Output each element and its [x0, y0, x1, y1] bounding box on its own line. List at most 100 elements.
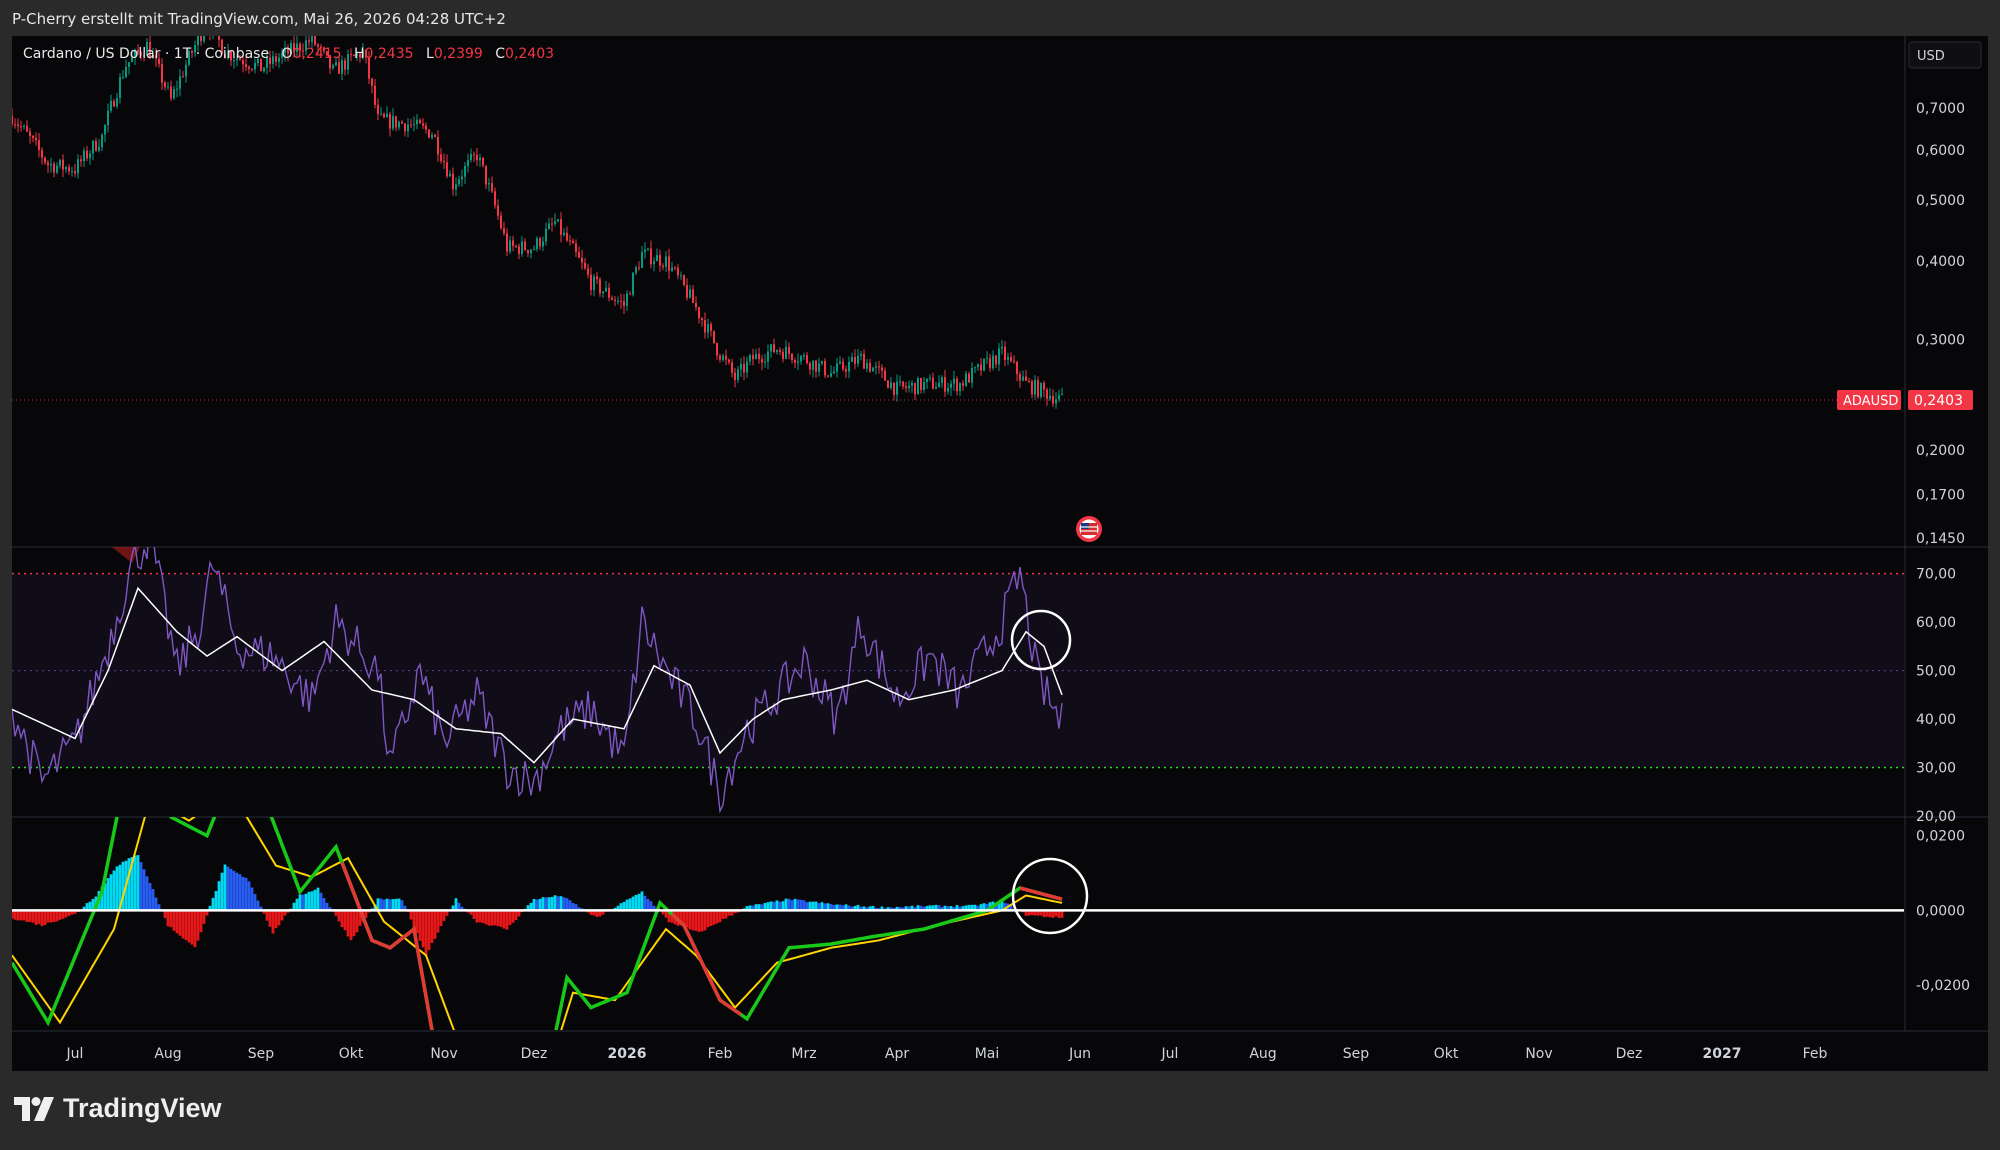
histogram-bar: [31, 910, 35, 923]
candle-body: [836, 363, 838, 372]
candle-body: [179, 76, 181, 89]
candle-body: [458, 179, 460, 185]
histogram-bar: [307, 891, 311, 911]
flag-canton: [1081, 523, 1089, 529]
candle-body: [83, 150, 85, 162]
candle: [719, 353, 721, 363]
candle: [305, 36, 307, 56]
histogram-bar: [208, 905, 212, 911]
candle: [371, 77, 373, 94]
macd-line-bearish: [1019, 886, 1063, 901]
candle: [596, 271, 598, 285]
candle-body: [746, 361, 748, 373]
chart-canvas[interactable]: USD 0,7000 0,6000 0,5000 0,4000 0,3000 0,2000 0…: [12, 36, 1988, 1071]
histogram-bar: [253, 894, 257, 911]
candle-body: [98, 147, 100, 151]
histogram-bar: [364, 910, 368, 919]
symbol-legend[interactable]: Cardano / US Dollar · 1T · Coinbase O0,2…: [23, 46, 554, 62]
time-tick-label: Okt: [339, 1046, 364, 1062]
candle: [1019, 371, 1021, 388]
candle-body: [689, 289, 691, 298]
candle: [101, 133, 103, 151]
candle: [896, 374, 898, 402]
candle-body: [656, 254, 658, 262]
candle: [893, 382, 895, 401]
candle: [89, 150, 91, 165]
candle: [692, 285, 694, 304]
candle: [14, 118, 16, 129]
candle: [677, 264, 679, 280]
histogram-bar: [829, 904, 833, 911]
histogram-bar: [517, 910, 521, 917]
histogram-bar: [106, 878, 110, 911]
candle: [515, 244, 517, 249]
candle-body: [806, 354, 808, 364]
candle: [518, 243, 520, 260]
candle: [248, 65, 250, 74]
candle-body: [194, 45, 196, 53]
candle: [641, 245, 643, 269]
histogram-bar: [175, 910, 179, 934]
candle: [524, 238, 526, 252]
candle: [650, 240, 652, 269]
candle: [734, 368, 736, 388]
candle: [704, 312, 706, 339]
candle-body: [704, 320, 706, 333]
candle: [404, 122, 406, 137]
candle: [683, 274, 685, 287]
candle: [317, 42, 319, 55]
price-tick-label: 0,6000: [1916, 143, 1965, 159]
candle: [68, 164, 70, 175]
candle-body: [476, 154, 478, 161]
candle-body: [653, 261, 655, 265]
candle: [185, 60, 187, 83]
candle: [278, 53, 280, 68]
histogram-bar: [244, 877, 248, 911]
chart-frame[interactable]: USD 0,7000 0,6000 0,5000 0,4000 0,3000 0,2000 0…: [12, 36, 1988, 1071]
histogram-bar: [157, 904, 161, 911]
candle: [176, 80, 178, 98]
candle: [770, 343, 772, 358]
candle-body: [566, 232, 568, 241]
candle-body: [551, 223, 553, 225]
histogram-bar: [1030, 910, 1034, 916]
candle: [41, 147, 43, 165]
candle-body: [968, 373, 970, 383]
histogram-bar: [133, 855, 137, 911]
candle: [635, 265, 637, 276]
candle: [440, 148, 442, 164]
time-tick-label: Apr: [885, 1046, 909, 1062]
candle: [1016, 360, 1018, 382]
candle: [854, 349, 856, 370]
histogram-bar: [868, 906, 872, 911]
candle: [479, 153, 481, 167]
candle: [50, 157, 52, 173]
histogram-bar: [661, 910, 665, 915]
candle-body: [1031, 381, 1033, 395]
histogram-bar: [841, 905, 845, 911]
candle-body: [164, 82, 166, 88]
candle-body: [851, 356, 853, 362]
candle-body: [755, 353, 757, 360]
candle-body: [158, 58, 160, 65]
histogram-bar: [499, 910, 503, 927]
candle-body: [935, 387, 937, 389]
histogram-bar: [1036, 910, 1040, 916]
candle-body: [1046, 389, 1048, 399]
candle: [302, 43, 304, 58]
candle: [872, 366, 874, 372]
histogram-bar: [325, 902, 329, 911]
histogram-bar: [859, 906, 863, 911]
histogram-bar: [64, 910, 68, 918]
candle: [686, 278, 688, 301]
candle-body: [569, 240, 571, 242]
candle-body: [839, 361, 841, 364]
histogram-bar: [925, 905, 929, 911]
time-tick-label: Mrz: [791, 1046, 816, 1062]
histogram-bar: [355, 910, 359, 933]
histogram-bar: [430, 910, 434, 943]
histogram-bar: [40, 910, 44, 927]
candle-body: [1010, 357, 1012, 362]
histogram-bar: [712, 910, 716, 925]
histogram-bar: [577, 907, 581, 911]
